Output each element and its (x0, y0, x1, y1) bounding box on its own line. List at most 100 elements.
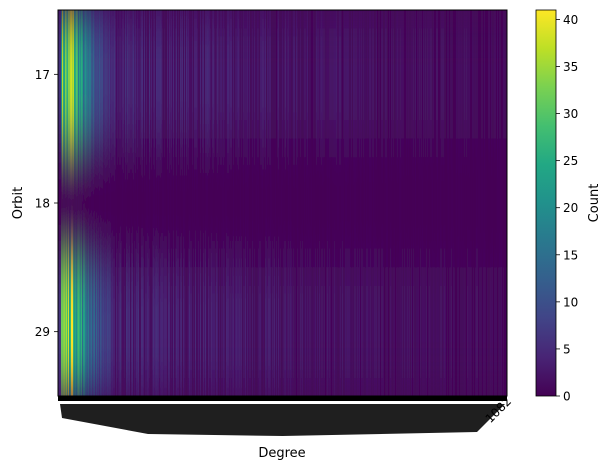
heatmap-cell (120, 267, 122, 396)
heatmap-cell (104, 267, 106, 396)
heatmap-cell (483, 267, 485, 396)
heatmap-cell (356, 10, 358, 140)
heatmap-cell (193, 267, 195, 396)
heatmap-cell (358, 267, 360, 396)
heatmap-cell (254, 138, 256, 268)
heatmap-cell (432, 138, 434, 268)
heatmap-cell (98, 138, 100, 268)
heatmap-cell (162, 267, 164, 396)
heatmap-cell (453, 267, 455, 396)
heatmap-cell (279, 10, 281, 140)
heatmap-cell (115, 267, 117, 396)
heatmap-cell (344, 267, 346, 396)
heatmap-cell (489, 267, 491, 396)
heatmap-cell (505, 10, 507, 140)
heatmap-cell (277, 138, 279, 268)
heatmap-cell (323, 138, 325, 268)
heatmap-cell (72, 138, 74, 268)
heatmap-cell (329, 10, 331, 140)
heatmap-cell (322, 10, 324, 140)
heatmap-cell (240, 267, 242, 396)
heatmap-cell (387, 10, 389, 140)
heatmap-cell (327, 267, 329, 396)
heatmap-cell (422, 267, 424, 396)
heatmap-cell (483, 10, 485, 140)
heatmap-cell (454, 138, 456, 268)
heatmap-cell (474, 267, 476, 396)
heatmap-cell (316, 138, 318, 268)
heatmap-cell (365, 10, 367, 140)
heatmap-cell (464, 138, 466, 268)
heatmap-cell (504, 10, 506, 140)
heatmap-cell (355, 138, 357, 268)
heatmap-cell (472, 10, 474, 140)
heatmap-cell (195, 267, 197, 396)
heatmap-cell (391, 138, 393, 268)
heatmap-cell (253, 10, 255, 140)
heatmap-cell (237, 138, 239, 268)
heatmap-cell (411, 10, 413, 140)
heatmap-cell (151, 138, 153, 268)
heatmap-cell (200, 10, 202, 140)
heatmap-cell (463, 138, 465, 268)
heatmap-cell (379, 10, 381, 140)
heatmap-cell (84, 138, 86, 268)
heatmap-cell (130, 267, 132, 396)
heatmap-cell (120, 10, 122, 140)
heatmap-cell (425, 138, 427, 268)
heatmap-cell (71, 10, 73, 140)
heatmap-cell (499, 138, 501, 268)
heatmap-cell (368, 138, 370, 268)
heatmap-cell (403, 138, 405, 268)
heatmap-cell (448, 10, 450, 140)
heatmap-cell (68, 267, 70, 396)
heatmap-cell (448, 138, 450, 268)
heatmap-cell (278, 267, 280, 396)
heatmap-cell (312, 10, 314, 140)
heatmap-cell (240, 10, 242, 140)
heatmap-cell (129, 10, 131, 140)
heatmap-cell (144, 267, 146, 396)
heatmap-cell (170, 10, 172, 140)
heatmap-cell (358, 138, 360, 268)
heatmap-cell (355, 267, 357, 396)
heatmap-cell (103, 10, 105, 140)
heatmap-cell (97, 10, 99, 140)
heatmap-cell (481, 138, 483, 268)
heatmap-cell (270, 10, 272, 140)
heatmap-cell (180, 267, 182, 396)
heatmap-cell (487, 10, 489, 140)
heatmap-cell (315, 267, 317, 396)
heatmap-cell (95, 267, 97, 396)
heatmap-cell (244, 267, 246, 396)
heatmap-cell (365, 138, 367, 268)
heatmap-cell (446, 10, 448, 140)
heatmap-cell (393, 267, 395, 396)
heatmap-cell (207, 138, 209, 268)
heatmap-cell (129, 138, 131, 268)
heatmap-cell (62, 10, 64, 140)
heatmap-cell (385, 267, 387, 396)
heatmap-cell (335, 10, 337, 140)
heatmap-cell (80, 10, 82, 140)
heatmap-cell (470, 138, 472, 268)
heatmap-cell (295, 10, 297, 140)
heatmap-cell (424, 138, 426, 268)
heatmap-cell (184, 267, 186, 396)
heatmap-cell (107, 267, 109, 396)
heatmap-cell (252, 138, 254, 268)
heatmap-cell (443, 138, 445, 268)
heatmap-cell (382, 138, 384, 268)
heatmap-cell (217, 10, 219, 140)
heatmap-cell (152, 10, 154, 140)
heatmap-cell (419, 10, 421, 140)
heatmap-cell (380, 138, 382, 268)
heatmap-cell (431, 138, 433, 268)
heatmap-cell (269, 267, 271, 396)
heatmap-cell (110, 138, 112, 268)
heatmap-cell (480, 267, 482, 396)
heatmap-cell (162, 138, 164, 268)
heatmap-cell (150, 267, 152, 396)
heatmap-cell (230, 138, 232, 268)
heatmap-cell (210, 138, 212, 268)
